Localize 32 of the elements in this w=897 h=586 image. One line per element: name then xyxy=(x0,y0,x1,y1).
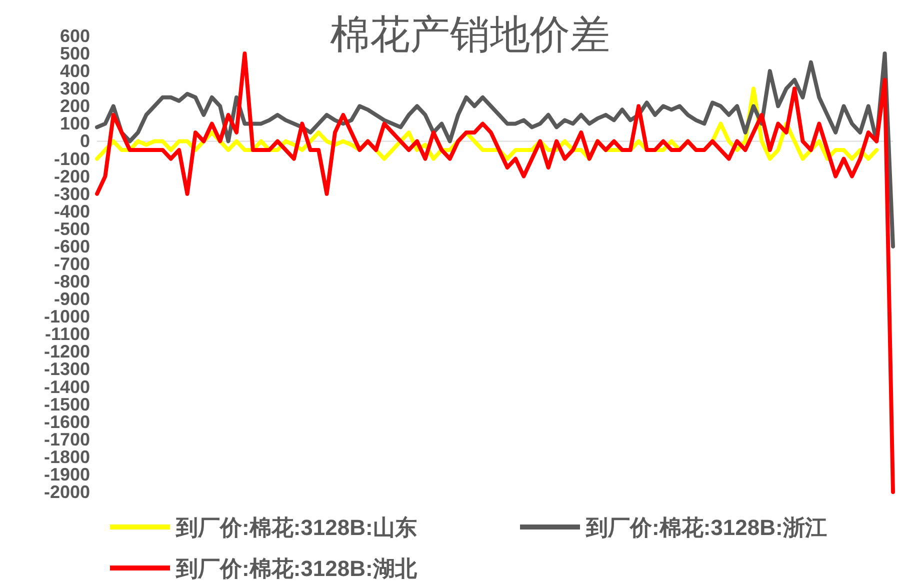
y-tick-label: 0 xyxy=(80,131,90,152)
y-tick-label: -1500 xyxy=(44,394,90,414)
y-tick-label: -300 xyxy=(54,184,90,204)
y-tick-label: -900 xyxy=(54,289,90,310)
y-tick-label: -1000 xyxy=(44,306,90,327)
y-tick-label: -200 xyxy=(54,166,90,186)
y-tick-label: -1300 xyxy=(44,359,90,380)
y-tick-label: -1900 xyxy=(44,464,90,484)
y-tick-label: -1100 xyxy=(44,324,90,344)
y-tick-label: 500 xyxy=(60,44,90,64)
y-tick-label: -500 xyxy=(54,218,90,239)
y-tick-label: -1800 xyxy=(44,446,90,467)
y-tick-label: -1400 xyxy=(44,376,90,397)
y-tick-label: -700 xyxy=(54,254,90,274)
y-tick-label: 100 xyxy=(60,114,90,134)
line-series xyxy=(95,52,895,494)
y-tick-label: 400 xyxy=(60,61,90,82)
y-tick-label: 600 xyxy=(60,26,90,46)
legend-label: 到厂价:棉花:3128B:湖北 xyxy=(175,556,418,581)
y-tick-label: 300 xyxy=(60,78,90,99)
y-tick-label: -1600 xyxy=(44,412,90,432)
y-tick-label: -1200 xyxy=(44,342,90,362)
y-tick-label: -400 xyxy=(54,201,90,222)
y-tick-label: -1700 xyxy=(44,429,90,450)
chart-title: 棉花产销地价差 xyxy=(330,13,610,57)
y-tick-label: -100 xyxy=(54,148,90,169)
y-tick-label: 200 xyxy=(60,96,90,116)
y-tick-label: -2000 xyxy=(44,482,90,502)
legend-label: 到厂价:棉花:3128B:浙江 xyxy=(585,515,827,540)
y-tick-label: -800 xyxy=(54,272,90,292)
y-tick-label: -600 xyxy=(54,236,90,256)
legend-label: 到厂价:棉花:3128B:山东 xyxy=(175,515,417,540)
